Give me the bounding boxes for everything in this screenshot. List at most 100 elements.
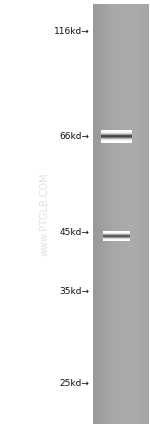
- Bar: [101, 138, 132, 139]
- Bar: [97, 4, 98, 424]
- Bar: [131, 4, 132, 424]
- Bar: [103, 238, 130, 239]
- Bar: [95, 4, 96, 424]
- Bar: [103, 238, 130, 239]
- Bar: [101, 131, 132, 132]
- Bar: [107, 4, 108, 424]
- Bar: [146, 4, 147, 424]
- Bar: [141, 4, 142, 424]
- Bar: [101, 136, 132, 137]
- Bar: [101, 130, 132, 131]
- Bar: [103, 239, 130, 240]
- Bar: [140, 4, 141, 424]
- Bar: [117, 4, 118, 424]
- Bar: [148, 4, 149, 424]
- Bar: [103, 4, 104, 424]
- Bar: [146, 4, 147, 424]
- Bar: [101, 130, 132, 131]
- Bar: [103, 237, 130, 238]
- Bar: [101, 133, 132, 134]
- Bar: [143, 4, 144, 424]
- Bar: [101, 134, 132, 135]
- Bar: [114, 4, 115, 424]
- Bar: [98, 4, 99, 424]
- Bar: [128, 4, 129, 424]
- Bar: [147, 4, 148, 424]
- Bar: [126, 4, 127, 424]
- Bar: [105, 4, 106, 424]
- Bar: [103, 236, 130, 237]
- Text: 66kd→: 66kd→: [59, 132, 89, 141]
- Text: www.PTGLB.COM: www.PTGLB.COM: [40, 172, 50, 256]
- Bar: [101, 130, 132, 131]
- Bar: [138, 4, 139, 424]
- Bar: [101, 4, 102, 424]
- Text: 35kd→: 35kd→: [59, 287, 89, 296]
- Bar: [101, 135, 132, 136]
- Bar: [103, 234, 130, 235]
- Bar: [135, 4, 136, 424]
- Bar: [103, 231, 130, 232]
- Bar: [101, 138, 132, 139]
- Bar: [110, 4, 111, 424]
- Text: 25kd→: 25kd→: [59, 379, 89, 388]
- Bar: [103, 233, 130, 234]
- Bar: [124, 4, 125, 424]
- Bar: [136, 4, 137, 424]
- Bar: [101, 136, 132, 137]
- Bar: [100, 4, 101, 424]
- Text: 116kd→: 116kd→: [54, 27, 89, 36]
- Bar: [114, 4, 115, 424]
- Bar: [101, 137, 132, 138]
- Bar: [101, 132, 132, 133]
- Bar: [101, 132, 132, 133]
- Bar: [111, 4, 112, 424]
- Bar: [109, 4, 110, 424]
- Bar: [103, 4, 104, 424]
- Bar: [105, 4, 106, 424]
- Bar: [103, 240, 130, 241]
- Bar: [121, 4, 122, 424]
- Bar: [128, 4, 129, 424]
- Bar: [103, 232, 130, 233]
- Bar: [119, 4, 120, 424]
- Bar: [106, 4, 107, 424]
- Bar: [103, 234, 130, 235]
- Bar: [116, 4, 117, 424]
- Bar: [103, 239, 130, 240]
- Bar: [134, 4, 135, 424]
- Bar: [118, 4, 119, 424]
- Bar: [142, 4, 143, 424]
- Bar: [113, 4, 114, 424]
- Bar: [101, 141, 132, 142]
- Bar: [101, 137, 132, 138]
- Bar: [130, 4, 131, 424]
- Bar: [96, 4, 97, 424]
- Bar: [145, 4, 146, 424]
- Bar: [103, 240, 130, 241]
- Bar: [101, 142, 132, 143]
- Bar: [96, 4, 97, 424]
- Bar: [93, 4, 94, 424]
- Bar: [94, 4, 95, 424]
- Bar: [123, 4, 124, 424]
- Bar: [103, 233, 130, 234]
- Bar: [103, 233, 130, 234]
- Bar: [122, 4, 123, 424]
- Bar: [103, 235, 130, 236]
- Bar: [103, 236, 130, 237]
- Bar: [120, 4, 121, 424]
- Bar: [133, 4, 134, 424]
- Bar: [103, 231, 130, 232]
- Bar: [103, 240, 130, 241]
- Bar: [132, 4, 133, 424]
- Bar: [127, 4, 128, 424]
- Bar: [103, 236, 130, 237]
- Bar: [103, 237, 130, 238]
- Bar: [112, 4, 113, 424]
- Bar: [115, 4, 116, 424]
- Bar: [101, 140, 132, 141]
- Bar: [101, 134, 132, 135]
- Bar: [103, 234, 130, 235]
- Bar: [101, 139, 132, 140]
